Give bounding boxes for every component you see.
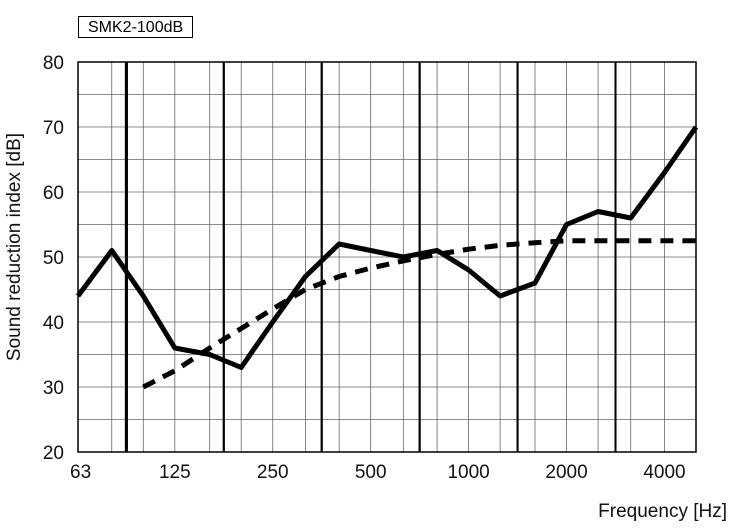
reference-curve-point bbox=[270, 307, 275, 312]
reference-curve-point bbox=[694, 238, 699, 243]
reference-curve-point bbox=[239, 326, 244, 331]
reference-curve-point bbox=[564, 238, 569, 243]
reference-curve-point bbox=[533, 240, 538, 245]
reference-curve-point bbox=[401, 258, 406, 263]
y-tick-label: 60 bbox=[43, 183, 64, 204]
x-tick-label: 250 bbox=[257, 462, 289, 483]
reference-curve-point bbox=[303, 287, 308, 292]
reference-curve-point bbox=[596, 238, 601, 243]
x-tick-label: 63 bbox=[70, 462, 91, 483]
measured-curve-point bbox=[141, 294, 146, 299]
reference-curve-point bbox=[498, 243, 503, 248]
measured-curve-point bbox=[270, 320, 275, 325]
y-tick-label: 70 bbox=[43, 118, 64, 139]
x-tick-label: 1000 bbox=[447, 462, 489, 483]
y-tick-label: 80 bbox=[43, 53, 64, 74]
reference-curve-point bbox=[141, 385, 146, 390]
measured-curve-point bbox=[628, 216, 633, 221]
measured-curve-point bbox=[239, 365, 244, 370]
y-tick-label: 50 bbox=[43, 248, 64, 269]
x-tick-label: 2000 bbox=[545, 462, 587, 483]
measured-curve-point bbox=[694, 125, 699, 130]
measured-curve-point bbox=[207, 352, 212, 357]
x-tick-label: 4000 bbox=[643, 462, 685, 483]
measured-curve-line bbox=[75, 125, 699, 370]
reference-curve-point bbox=[628, 238, 633, 243]
y-tick-label: 20 bbox=[43, 443, 64, 464]
reference-curve-point bbox=[207, 346, 212, 351]
measured-curve-point bbox=[564, 222, 569, 227]
reference-curve-point bbox=[368, 266, 373, 271]
measured-curve-point bbox=[662, 170, 667, 175]
y-tick-label: 30 bbox=[43, 378, 64, 399]
measured-curve-point bbox=[337, 242, 342, 247]
y-tick-label: 40 bbox=[43, 313, 64, 334]
reference-curve-point bbox=[466, 247, 471, 252]
measured-curve-point bbox=[303, 274, 308, 279]
plot-frame bbox=[77, 61, 697, 453]
measured-curve-point bbox=[172, 346, 177, 351]
measured-curve-point bbox=[498, 294, 503, 299]
reference-curve-point bbox=[662, 238, 667, 243]
measured-curve-point bbox=[76, 294, 81, 299]
measured-curve-point bbox=[466, 268, 471, 273]
reference-curve-line bbox=[142, 238, 696, 390]
measured-curve-point bbox=[368, 248, 373, 253]
legend-label: SMK2-100dB bbox=[78, 16, 194, 38]
measured-curve-point bbox=[533, 281, 538, 286]
x-axis-label: Frequency [Hz] bbox=[598, 501, 727, 522]
reference-curve-point bbox=[435, 252, 440, 257]
x-tick-label: 500 bbox=[355, 462, 387, 483]
x-tick-label: 125 bbox=[159, 462, 191, 483]
measured-curve-point bbox=[596, 209, 601, 214]
measured-curve-point bbox=[109, 248, 114, 253]
y-axis-label: Sound reduction index [dB] bbox=[4, 133, 25, 361]
reference-curve-point bbox=[172, 368, 177, 373]
reference-curve-point bbox=[337, 274, 342, 279]
